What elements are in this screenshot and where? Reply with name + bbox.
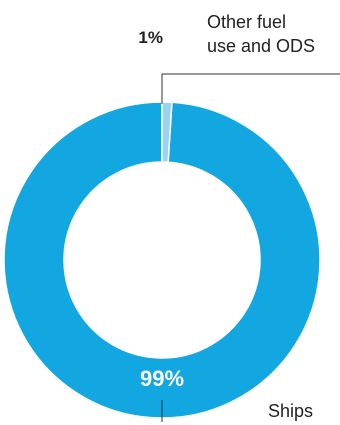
donut-slices <box>3 101 321 419</box>
slice-label-ships-percent: 99% <box>140 366 184 391</box>
slice-ships <box>3 101 321 419</box>
slice-label-ships: Ships <box>268 401 313 421</box>
slice-label-other-line2: use and ODS <box>207 36 315 56</box>
slice-label-other-percent: 1% <box>138 28 163 47</box>
slice-label-other-line1: Other fuel <box>207 12 286 32</box>
slice-other-fuel-use-and-ods <box>161 101 173 163</box>
